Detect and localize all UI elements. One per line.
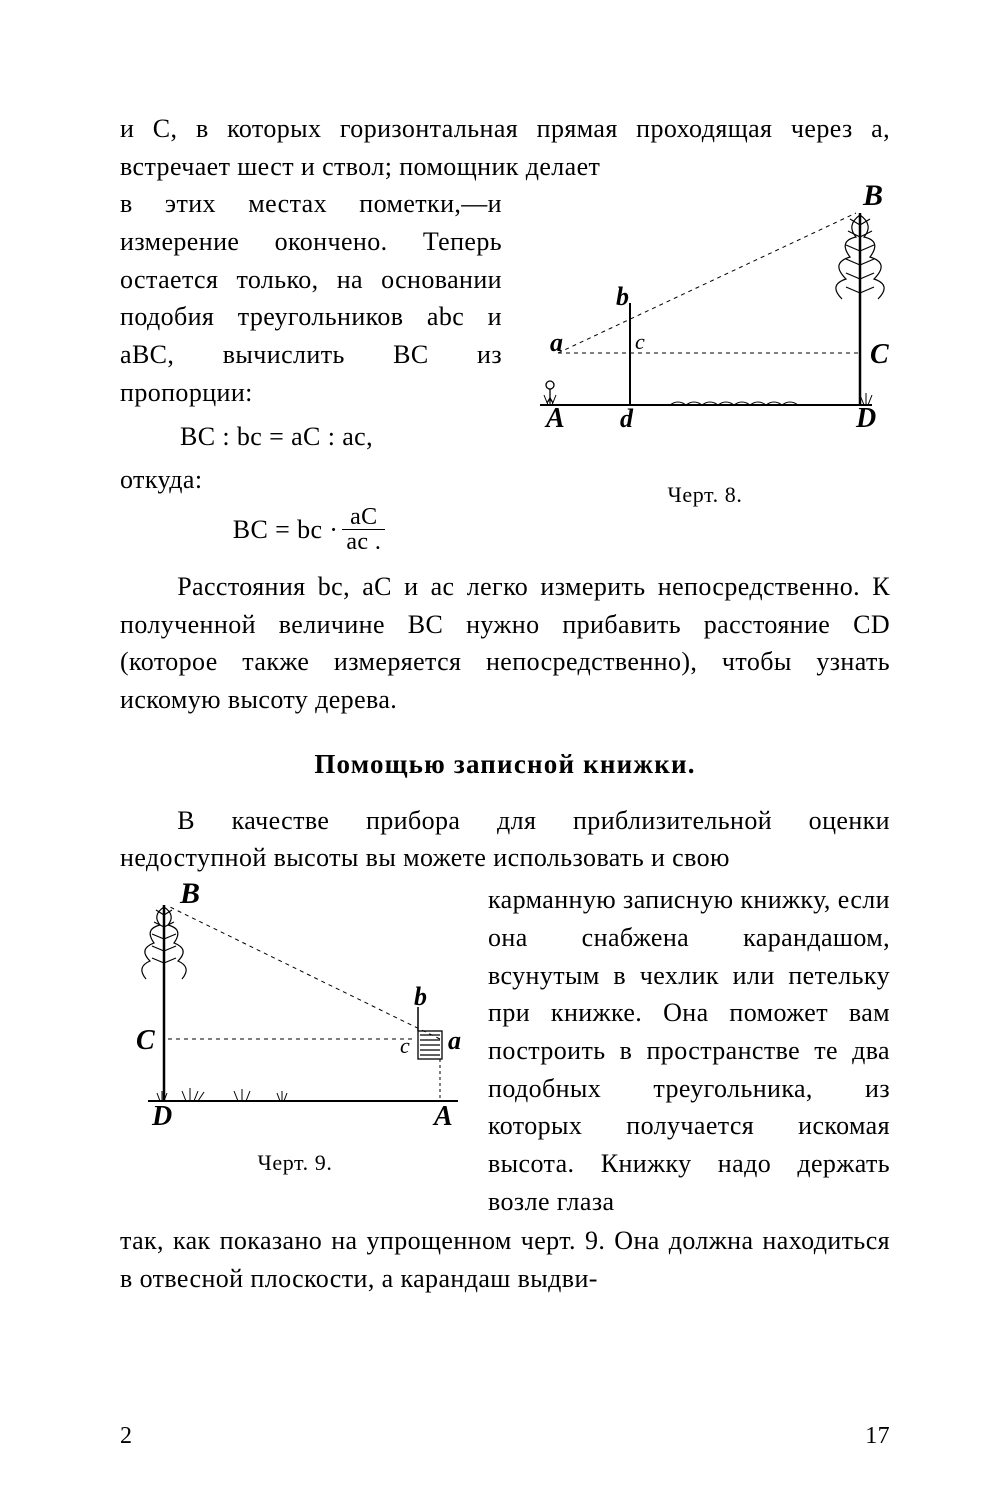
label-a-fig9: a	[448, 1026, 461, 1055]
figure-9-svg: B C D A a b c	[120, 881, 470, 1141]
block1-left-text: в этих местах пометки,—и измерение оконч…	[120, 185, 502, 411]
proportion-formula: BC : bc = aC : ac,	[120, 418, 502, 456]
section-title: Помощью записной книжки.	[120, 745, 890, 784]
label-c-fig8: c	[635, 329, 645, 354]
label-c-fig9: c	[400, 1033, 410, 1058]
label-B-fig9: B	[179, 881, 200, 910]
para-intro: и C, в которых горизонтальная прямая про…	[120, 110, 890, 185]
label-D-fig8: D	[855, 403, 877, 434]
label-C-fig9: C	[136, 1025, 155, 1056]
label-B-fig8: B	[862, 185, 883, 212]
eq-den: ac .	[342, 530, 385, 554]
label-a-fig8: a	[550, 328, 563, 357]
whence: откуда:	[120, 461, 502, 499]
page: и C, в которых горизонтальная прямая про…	[0, 0, 1000, 1500]
label-D-fig9: D	[151, 1101, 173, 1132]
label-A: A	[544, 403, 565, 434]
eq-prefix: BC = bc ·	[233, 511, 339, 549]
block2-right: карманную записную книжку, если она снаб…	[488, 881, 890, 1220]
fig9-caption: Черт. 9.	[120, 1147, 470, 1179]
label-b-fig8: b	[616, 282, 629, 311]
block2-row: B C D A a b c Черт. 9. карманную записну…	[120, 881, 890, 1220]
label-C-fig8: C	[870, 339, 889, 370]
label-d-fig8: d	[620, 404, 634, 433]
fig8-caption: Черт. 8.	[520, 479, 890, 511]
footer-left: 2	[120, 1419, 132, 1454]
footer-right: 17	[865, 1419, 890, 1454]
eq-fraction: aC ac .	[342, 505, 385, 554]
eq-num: aC	[346, 505, 381, 529]
block2-tail: так, как показано на упрощенном черт. 9.…	[120, 1222, 890, 1297]
prop-text: BC : bc = aC : ac,	[180, 418, 373, 456]
figure-8: A B C D a b c d Черт. 8.	[520, 185, 890, 511]
label-A-fig9: A	[432, 1101, 453, 1132]
figure-9: B C D A a b c Черт. 9.	[120, 881, 470, 1179]
block2-right-text: карманную записную книжку, если она снаб…	[488, 881, 890, 1220]
bc-formula: BC = bc · aC ac .	[120, 505, 502, 554]
label-b-fig9: b	[414, 982, 427, 1011]
figure-8-svg: A B C D a b c d	[520, 185, 890, 473]
block2-intro: В качестве прибора для приблизительной о…	[120, 802, 890, 877]
block1-row: в этих местах пометки,—и измерение оконч…	[120, 185, 890, 560]
footer: 2 17	[120, 1419, 890, 1454]
para2: Расстояния bc, aC и ac легко измерить не…	[120, 568, 890, 719]
block1-left: в этих местах пометки,—и измерение оконч…	[120, 185, 502, 560]
